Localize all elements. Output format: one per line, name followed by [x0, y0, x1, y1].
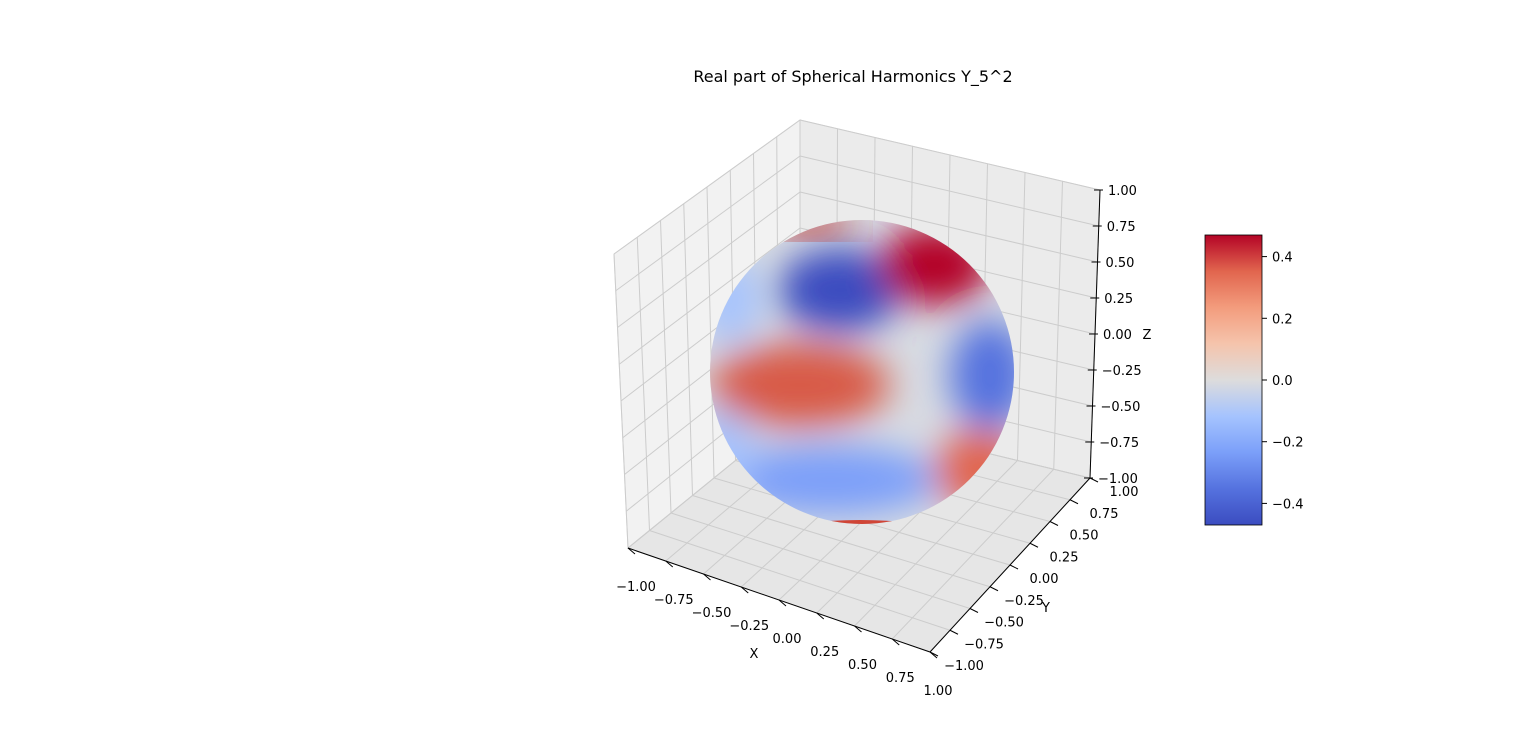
y-tick-mark: [1069, 499, 1079, 505]
x-tick-mark: [703, 573, 711, 581]
colorbar-gradient: [1204, 234, 1263, 526]
y-tick-mark: [1009, 564, 1019, 570]
z-tick-label: −1.00: [1098, 472, 1138, 487]
colorbar: −0.4 −0.2 0.0 0.2 0.4: [1204, 234, 1304, 526]
x-tick-mark: [665, 560, 674, 568]
y-tick-mark: [1089, 477, 1099, 483]
y-tick-mark: [929, 651, 939, 657]
z-tick-label: 0.75: [1107, 220, 1136, 235]
x-tick-mark: [740, 586, 749, 594]
y-tick-label: 0.50: [1070, 529, 1099, 544]
y-tick-mark: [949, 629, 959, 635]
y-tick-label: −1.00: [944, 659, 984, 674]
x-tick-mark: [891, 638, 900, 646]
x-tick-label: 0.25: [810, 645, 839, 660]
y-axis-label: Y: [1041, 601, 1050, 616]
y-axis: −1.00 −0.75 −0.50 −0.25 0.00 0.25 0.50 0.75 1.00: [929, 477, 1139, 674]
y-tick-mark: [969, 608, 979, 613]
grid-line: [615, 155, 801, 292]
colorbar-tick-label: 0.2: [1272, 312, 1293, 327]
grid-line: [1017, 172, 1026, 461]
z-tick-label: −0.50: [1101, 400, 1141, 415]
z-tick-label: 0.25: [1104, 292, 1133, 307]
y-tick-mark: [1049, 521, 1059, 526]
z-tick-label: 0.50: [1106, 256, 1135, 271]
x-tick-mark: [627, 547, 636, 555]
grid-line: [854, 460, 1018, 627]
y-tick-label: −0.25: [1004, 594, 1044, 609]
grid-line: [617, 191, 801, 328]
z-tick-label: −0.75: [1099, 436, 1139, 451]
x-tick-label: −0.50: [692, 606, 732, 621]
colorbar-tick-label: −0.2: [1272, 436, 1304, 451]
x-axis: −1.00−0.75−0.50−0.25 0.00 0.25 0.50 0.75 1.00: [616, 547, 953, 699]
x-tick-mark: [854, 625, 862, 633]
y-tick-label: 0.25: [1050, 550, 1079, 565]
y-tick-label: 0.75: [1090, 507, 1119, 522]
chart-title: Real part of Spherical Harmonics Y_5^2: [693, 67, 1012, 87]
grid-line: [613, 119, 801, 255]
grid-line: [1053, 181, 1063, 470]
x-tick-label: 0.00: [773, 632, 802, 647]
x-tick-label: −0.25: [729, 619, 769, 634]
grid-line: [799, 119, 1101, 191]
x-axis-label: X: [750, 647, 759, 662]
x-tick-mark: [778, 599, 787, 607]
x-tick-mark: [816, 612, 825, 620]
x-tick-label: 1.00: [924, 684, 953, 699]
grid-line: [799, 191, 1098, 263]
y-tick-label: −0.50: [984, 616, 1024, 631]
z-tick-label: 1.00: [1108, 184, 1137, 199]
z-axis-label: Z: [1143, 328, 1152, 343]
y-tick-mark: [989, 586, 999, 592]
colorbar-tick-label: −0.4: [1272, 497, 1304, 512]
x-tick-label: 0.75: [886, 671, 915, 686]
colorbar-tick-label: 0.4: [1272, 251, 1293, 266]
x-tick-label: −1.00: [616, 580, 656, 595]
y-tick-label: 1.00: [1110, 485, 1139, 500]
grid-line: [799, 155, 1099, 227]
y-tick-label: −0.75: [964, 637, 1004, 652]
y-tick-label: 0.00: [1030, 572, 1059, 587]
x-tick-label: 0.50: [848, 658, 877, 673]
x-tick-label: −0.75: [654, 593, 694, 608]
z-tick-label: −0.25: [1102, 364, 1142, 379]
grid-line: [891, 468, 1055, 640]
grid-line: [618, 227, 801, 365]
colorbar-tick-label: 0.0: [1272, 374, 1293, 389]
z-axis: −1.00 −0.75 −0.50 −0.25 0.00 0.25 0.50 0.75 1.00: [1084, 184, 1142, 487]
z-tick-label: 0.00: [1103, 328, 1132, 343]
y-tick-mark: [1029, 542, 1039, 548]
